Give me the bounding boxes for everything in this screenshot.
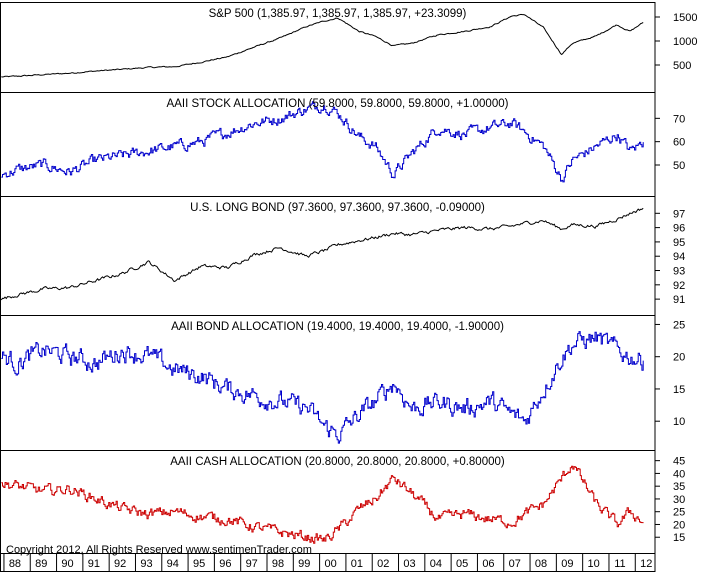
- y-tick-label: 96: [673, 223, 685, 235]
- x-tick-label: 89: [35, 558, 47, 570]
- series-line: [0, 207, 644, 301]
- panel-1: 500 1000 1500 S&P 500 (1,385.97, 1,385.97, …: [0, 2, 697, 93]
- y-tick-label: 50: [673, 160, 685, 172]
- panel-title: AAII CASH ALLOCATION (20.8000, 20.8000, …: [170, 456, 505, 468]
- x-tick-label: 99: [298, 558, 310, 570]
- series-line: [1, 331, 644, 444]
- y-tick-label: 25: [673, 319, 685, 331]
- y-tick-label: 93: [673, 266, 685, 278]
- panel-title: AAII STOCK ALLOCATION (59.8000, 59.8000,…: [167, 98, 509, 110]
- x-tick-label: 12: [640, 558, 652, 570]
- panel-4: 10 15 20 25 AAII BOND ALLOCATION (19.4000, 1…: [0, 315, 685, 451]
- y-tick-label: 1000: [673, 36, 697, 48]
- x-tick-label: 97: [246, 558, 258, 570]
- y-tick-label: 20: [673, 352, 685, 364]
- x-tick-label: 02: [377, 558, 389, 570]
- y-tick-label: 92: [673, 280, 685, 292]
- x-tick-label: 98: [272, 558, 284, 570]
- y-tick-label: 500: [673, 60, 691, 72]
- x-tick-label: 90: [61, 558, 73, 570]
- panel-frame: [0, 315, 656, 451]
- y-tick-label: 20: [673, 519, 685, 531]
- x-tick-label: 96: [219, 558, 231, 570]
- x-tick-label: 06: [482, 558, 494, 570]
- x-tick-label: 01: [351, 558, 363, 570]
- panel-frame: [0, 196, 656, 316]
- y-tick-label: 45: [673, 456, 685, 468]
- panel-title: AAII BOND ALLOCATION (19.4000, 19.4000, …: [171, 321, 504, 333]
- x-tick-label: 91: [88, 558, 100, 570]
- x-tick-label: 95: [193, 558, 205, 570]
- x-tick-label: 00: [324, 558, 336, 570]
- y-tick-label: 35: [673, 481, 685, 493]
- x-tick-label: 03: [403, 558, 415, 570]
- y-tick-label: 60: [673, 137, 685, 149]
- series-line: [1, 13, 644, 78]
- y-tick-label: 91: [673, 294, 685, 306]
- y-tick-label: 25: [673, 507, 685, 519]
- y-tick-label: 94: [673, 251, 685, 263]
- x-tick-label: 92: [114, 558, 126, 570]
- y-tick-label: 97: [673, 208, 685, 220]
- panel-3: 91 92 93 94 95 96 97 U.S. LONG BOND (97.3600, 9…: [0, 196, 685, 316]
- x-tick-label: 93: [140, 558, 152, 570]
- y-tick-label: 40: [673, 468, 685, 480]
- x-axis: 88 89 90 91 92 93 94 95 96 97 98 99 00 01 02 03 04 05 06 07…: [0, 553, 656, 572]
- panel-2: 50 60 70 AAII STOCK ALLOCATION (59.8000, 59…: [0, 92, 685, 197]
- x-tick-label: 88: [9, 558, 21, 570]
- panel-title: U.S. LONG BOND (97.3600, 97.3600, 97.360…: [190, 202, 485, 214]
- x-tick-label: 07: [509, 558, 521, 570]
- series-line: [1, 465, 644, 544]
- y-tick-label: 15: [673, 384, 685, 396]
- x-tick-label: 05: [456, 558, 468, 570]
- x-tick-label: 10: [588, 558, 600, 570]
- panel-title: S&P 500 (1,385.97, 1,385.97, 1,385.97, +…: [209, 8, 467, 20]
- y-tick-label: 15: [673, 532, 685, 544]
- x-tick-label: 11: [614, 558, 625, 570]
- copyright-text: Copyright 2012, All Rights Reserved www.…: [6, 544, 312, 556]
- x-tick-label: 94: [167, 558, 179, 570]
- x-tick-label: 04: [430, 558, 442, 570]
- y-tick-label: 70: [673, 113, 685, 125]
- x-tick-label: 08: [535, 558, 547, 570]
- y-tick-label: 95: [673, 237, 685, 249]
- y-tick-label: 30: [673, 494, 685, 506]
- x-tick-label: 09: [561, 558, 573, 570]
- series-line: [1, 101, 644, 183]
- y-tick-label: 1500: [673, 12, 697, 24]
- y-tick-label: 10: [673, 416, 685, 428]
